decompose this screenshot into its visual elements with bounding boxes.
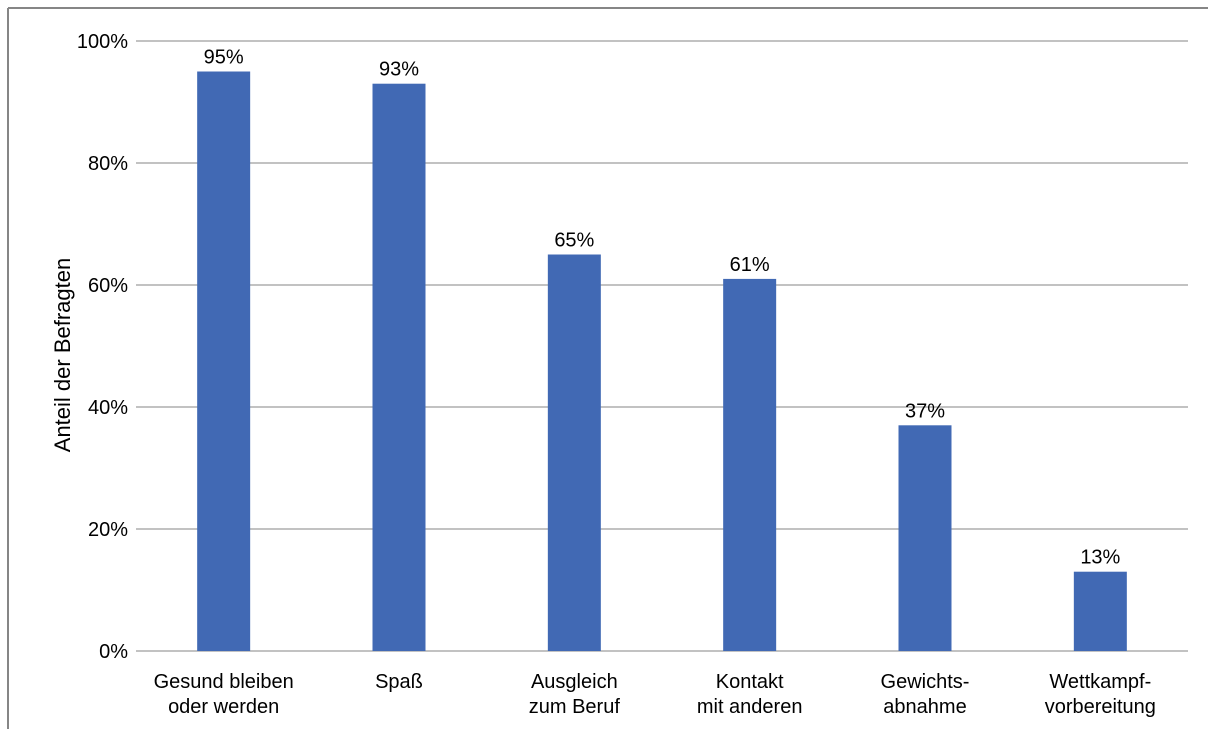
x-tick-label: Wettkampf-vorbereitung — [1045, 671, 1156, 718]
y-tick-label: 60% — [88, 275, 128, 297]
bar — [197, 71, 251, 651]
bar-value-label: 95% — [204, 47, 244, 69]
x-tick-label-line: Gesund bleiben — [154, 671, 294, 693]
data-labels: 95% 93% 65% 61% 37% 13% — [204, 47, 1121, 569]
x-tick-label: Gewichts-abnahme — [881, 671, 970, 718]
x-tick-label-line: Spaß — [375, 671, 423, 693]
y-tick-label: 40% — [88, 397, 128, 419]
x-tick-label-line: Kontakt — [716, 671, 784, 693]
y-axis-title: Anteil der Befragten — [50, 258, 75, 452]
bar — [372, 83, 426, 651]
x-tick-label-line: Ausgleich — [531, 671, 618, 693]
x-tick-label: Spaß — [375, 671, 423, 693]
gridlines — [136, 40, 1188, 652]
bar-value-label: 65% — [554, 230, 594, 252]
bar-value-label: 93% — [379, 59, 419, 81]
x-tick-label: Gesund bleiben oder werden — [154, 671, 294, 718]
x-tick-label-line: vorbereitung — [1045, 696, 1156, 718]
bar — [723, 278, 777, 651]
x-tick-label-line: oder werden — [168, 696, 279, 718]
x-tick-label-line: mit anderen — [697, 696, 803, 718]
x-tick-label-line: zum Beruf — [529, 696, 621, 718]
y-tick-label: 80% — [88, 153, 128, 175]
bar-value-label: 37% — [905, 400, 945, 422]
x-tick-label-line: Wettkampf- — [1049, 671, 1151, 693]
x-axis-ticks: Gesund bleiben oder werden Spaß Ausgleich zu… — [154, 671, 1156, 718]
x-tick-label-line: Gewichts- — [881, 671, 970, 693]
x-tick-label: Ausgleich zum Beruf — [529, 671, 621, 718]
bar — [1073, 571, 1127, 651]
y-tick-label: 20% — [88, 519, 128, 541]
x-tick-label-line: abnahme — [883, 696, 966, 718]
y-tick-label: 100% — [77, 31, 128, 53]
y-tick-label: 0% — [99, 641, 128, 663]
y-axis-ticks: 0% 20% 40% 60% 80% 100% — [77, 31, 128, 663]
chart-border — [7, 7, 1208, 729]
bar — [898, 425, 952, 651]
bar-value-label: 13% — [1080, 547, 1120, 569]
bars — [197, 71, 1127, 651]
bar — [547, 254, 601, 651]
bar-value-label: 61% — [730, 254, 770, 276]
x-tick-label: Kontakt mit anderen — [697, 671, 803, 718]
